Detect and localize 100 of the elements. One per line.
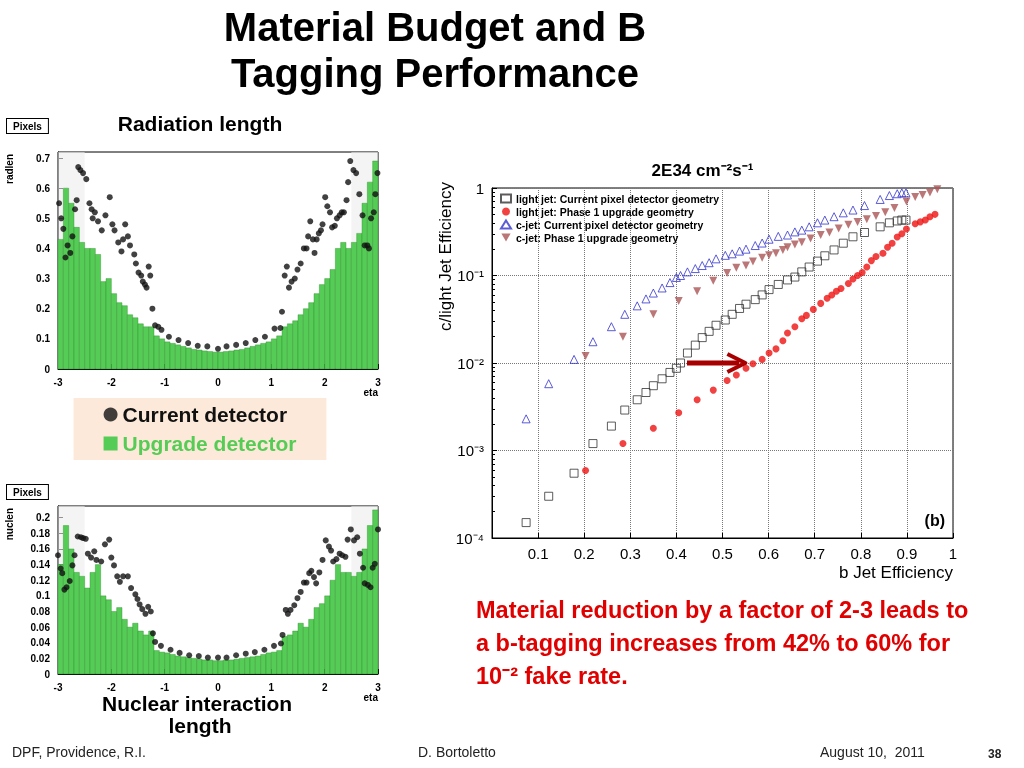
point	[809, 305, 817, 313]
point	[742, 261, 751, 270]
point	[764, 285, 774, 295]
point	[779, 337, 787, 345]
point	[665, 367, 675, 377]
point	[676, 358, 686, 368]
point	[817, 299, 825, 307]
x-axis-title: eta	[363, 691, 379, 703]
point	[735, 246, 745, 256]
point	[674, 297, 683, 306]
x-tick-label: 1	[948, 545, 958, 562]
x-tick-label: 3	[375, 376, 382, 388]
point	[884, 218, 894, 228]
point	[872, 211, 881, 220]
point	[581, 352, 590, 361]
point	[569, 354, 579, 364]
point	[931, 210, 939, 218]
point	[704, 326, 714, 336]
point	[783, 243, 792, 252]
x-tick-label: 0.5	[712, 545, 733, 562]
point	[804, 222, 814, 232]
point	[690, 264, 700, 274]
point	[797, 267, 807, 277]
point	[711, 254, 721, 264]
point	[837, 285, 845, 293]
x-tick-label: 0.7	[804, 545, 826, 562]
point	[838, 208, 848, 218]
point	[521, 414, 531, 424]
y-tick-label: 0.3	[36, 273, 51, 285]
x-tick-label: 2	[321, 681, 328, 693]
point	[727, 309, 737, 319]
point	[544, 491, 554, 501]
point	[879, 249, 887, 257]
text: DPF, Providence, R.I.	[12, 744, 146, 760]
y-tick-label: 0.04	[30, 637, 51, 649]
point	[834, 224, 843, 233]
y-tick-label: 0.06	[30, 621, 51, 633]
text: 38	[988, 747, 1002, 761]
point	[588, 439, 598, 449]
point	[820, 251, 830, 261]
legend-label: c-jet: Current pixel detector geometry	[516, 218, 704, 231]
point	[848, 205, 858, 215]
point	[901, 188, 911, 198]
point	[711, 320, 721, 330]
point	[618, 332, 627, 341]
x-tick-label: 0	[215, 681, 222, 693]
point	[806, 234, 815, 243]
point	[783, 275, 792, 285]
point	[748, 257, 757, 266]
x-tick-label: 3	[375, 681, 382, 693]
point	[741, 244, 751, 254]
y-tick-label: 0.02	[30, 652, 51, 664]
point	[884, 243, 892, 251]
legend-label: c-jet: Phase 1 upgrade geometry	[516, 231, 679, 244]
point	[676, 271, 686, 280]
point	[649, 310, 658, 319]
y-axis-title: c/light Jet Efficiency	[436, 181, 455, 331]
point	[665, 278, 675, 288]
point	[732, 371, 740, 379]
y-tick-label: 0.7	[36, 152, 51, 164]
point	[853, 217, 862, 226]
y-tick-label: 0.2	[36, 303, 51, 315]
point	[657, 374, 667, 384]
x-tick-label: -2	[106, 376, 117, 388]
x-tick-label: 2	[321, 376, 328, 388]
point	[588, 337, 598, 347]
point	[742, 364, 750, 372]
text: August 10, 2011	[820, 744, 925, 760]
point	[875, 222, 885, 232]
point	[648, 288, 658, 298]
x-tick-label: 0.1	[527, 545, 549, 562]
point	[641, 294, 651, 304]
point	[897, 215, 907, 225]
point	[682, 267, 692, 277]
point	[697, 261, 707, 271]
legend-label: light jet: Current pixel detector geometry	[516, 192, 720, 205]
point	[764, 234, 774, 244]
text: Pixels	[13, 120, 43, 132]
point	[606, 421, 616, 431]
point	[790, 272, 800, 282]
point	[720, 315, 730, 325]
text: Material Budget and B Tagging Performance	[222, 4, 648, 96]
point	[902, 225, 910, 233]
point	[675, 409, 683, 417]
point	[690, 340, 700, 350]
y-tick-label: 1	[475, 179, 484, 197]
point	[649, 424, 657, 432]
point	[892, 189, 902, 199]
x-tick-label: -1	[160, 681, 170, 693]
point	[829, 212, 839, 222]
point	[848, 232, 858, 242]
point	[783, 230, 792, 240]
y-axis-title: nuclen	[3, 508, 15, 541]
x-axis-title: b Jet Efficiency	[838, 563, 954, 582]
point	[723, 377, 731, 385]
point	[901, 215, 911, 225]
point	[829, 245, 839, 255]
point	[749, 360, 757, 368]
point	[620, 309, 630, 319]
point	[771, 249, 780, 258]
